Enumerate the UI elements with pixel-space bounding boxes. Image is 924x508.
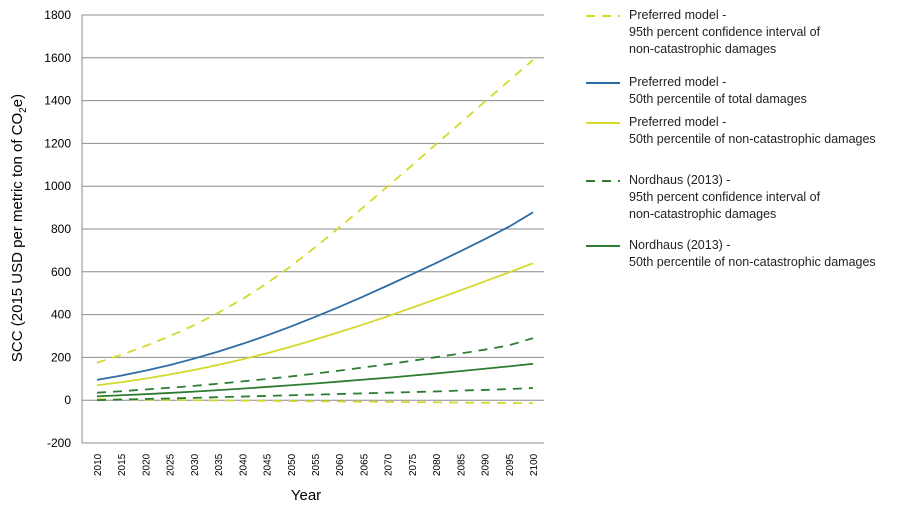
x-tick-label: 2080 — [432, 453, 443, 476]
y-tick-label: 200 — [51, 350, 71, 364]
x-tick-label: 2100 — [529, 453, 540, 476]
legend-description: 50th percentile of total damages — [629, 92, 807, 106]
y-tick-label: 1800 — [44, 8, 71, 22]
x-tick-label: 2085 — [456, 453, 467, 476]
x-tick-label: 2070 — [384, 453, 395, 476]
legend-description: 95th percent confidence interval of — [629, 190, 821, 204]
x-tick-label: 2050 — [287, 453, 298, 476]
y-tick-label: 800 — [51, 222, 71, 236]
x-tick-label: 2020 — [141, 453, 152, 476]
x-tick-label: 2010 — [93, 453, 104, 476]
x-tick-label: 2040 — [238, 453, 249, 476]
legend-description-line2: non-catastrophic damages — [629, 42, 777, 56]
legend-item: Preferred model - 50th percentile of non-… — [586, 114, 922, 172]
x-tick-label: 2065 — [359, 453, 370, 476]
y-tick-label: 0 — [64, 393, 71, 407]
legend-swatch — [586, 82, 620, 84]
x-tick-label: 2045 — [263, 453, 274, 476]
legend-text: Nordhaus (2013) - 50th percentile of non-… — [629, 237, 876, 271]
legend-swatch — [586, 122, 620, 124]
x-axis-ticks: 2010 2015 2020 2025 2030 2035 2040 2045 2050 2055… — [93, 453, 540, 476]
legend-swatch — [586, 15, 620, 17]
y-tick-label: 400 — [51, 308, 71, 322]
y-tick-label: -200 — [47, 436, 71, 450]
legend-description-line2: non-catastrophic damages — [629, 207, 777, 221]
x-tick-label: 2090 — [481, 453, 492, 476]
gridlines — [81, 14, 544, 444]
legend-description: 95th percent confidence interval of — [629, 25, 821, 39]
series-line-pref_95_lower — [96, 398, 534, 405]
x-tick-label: 2030 — [190, 453, 201, 476]
series-line-pref_95_upper — [96, 59, 534, 364]
y-axis-title-main: SCC (2015 USD per metric ton of CO — [9, 113, 26, 362]
x-tick-label: 2075 — [408, 453, 419, 476]
legend-description: 50th percentile of non-catastrophic dama… — [629, 132, 876, 146]
y-tick-label: 1200 — [44, 136, 71, 150]
legend: Preferred model - 95th percent confidence… — [586, 7, 922, 277]
legend-title: Preferred model - — [629, 115, 727, 129]
y-tick-label: 600 — [51, 265, 71, 279]
legend-text: Preferred model - 50th percentile of tota… — [629, 74, 807, 108]
legend-title: Nordhaus (2013) - — [629, 238, 731, 252]
y-axis-title-tail: e) — [9, 94, 26, 107]
legend-item: Nordhaus (2013) - 50th percentile of non-… — [586, 237, 922, 277]
legend-description: 50th percentile of non-catastrophic dama… — [629, 255, 876, 269]
series-line-nord_95_lower — [96, 387, 534, 402]
y-axis-title: SCC (2015 USD per metric ton of CO2e) — [9, 94, 29, 362]
legend-title: Preferred model - — [629, 8, 727, 22]
chart-canvas: -200 0 200 400 600 800 1000 1200 1400 1600 1800 20… — [9, 8, 544, 504]
legend-title: Nordhaus (2013) - — [629, 173, 731, 187]
legend-swatch — [586, 245, 620, 247]
x-tick-label: 2055 — [311, 453, 322, 476]
series-line-nord_50 — [96, 362, 534, 398]
legend-text: Preferred model - 95th percent confidence… — [629, 7, 820, 58]
legend-item: Preferred model - 95th percent confidence… — [586, 7, 922, 74]
x-axis-title: Year — [291, 487, 321, 504]
legend-item: Preferred model - 50th percentile of tota… — [586, 74, 922, 114]
y-tick-label: 1400 — [44, 94, 71, 108]
y-tick-label: 1000 — [44, 179, 71, 193]
x-tick-label: 2035 — [214, 453, 225, 476]
legend-item: Nordhaus (2013) - 95th percent confidence… — [586, 172, 922, 237]
series-line-pref_50_total — [96, 211, 534, 381]
y-axis-title-subscript: 2 — [18, 107, 29, 113]
y-tick-label: 1600 — [44, 51, 71, 65]
legend-text: Preferred model - 50th percentile of non-… — [629, 114, 876, 148]
y-axis-ticks: -200 0 200 400 600 800 1000 1200 1400 1600 1800 — [44, 8, 71, 450]
x-tick-label: 2025 — [166, 453, 177, 476]
series-lines — [96, 59, 534, 405]
series-line-nord_95_upper — [96, 337, 534, 394]
x-tick-label: 2095 — [505, 453, 516, 476]
x-tick-label: 2060 — [335, 453, 346, 476]
series-line-pref_50_noncat — [96, 262, 534, 387]
legend-title: Preferred model - — [629, 75, 727, 89]
legend-swatch — [586, 180, 620, 182]
legend-text: Nordhaus (2013) - 95th percent confidence… — [629, 172, 820, 223]
x-tick-label: 2015 — [117, 453, 128, 476]
